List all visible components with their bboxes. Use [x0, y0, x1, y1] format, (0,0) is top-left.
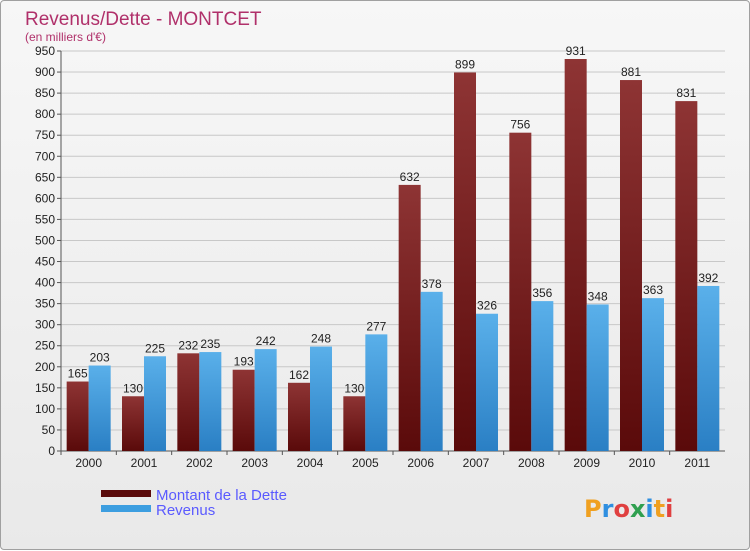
y-tick-label: 550 [35, 212, 55, 226]
bar-revenus [310, 346, 332, 451]
data-label: 130 [344, 381, 364, 395]
y-tick-label: 200 [35, 360, 55, 374]
y-tick-label: 100 [35, 402, 55, 416]
bar-revenus [88, 365, 111, 451]
legend-label-revenus: Revenus [156, 502, 215, 519]
data-label: 392 [698, 271, 718, 285]
y-tick-label: 650 [35, 170, 55, 184]
bar-revenus [642, 298, 664, 451]
bar-revenus [420, 291, 443, 451]
y-tick-label: 600 [35, 191, 55, 205]
data-label: 130 [123, 381, 143, 395]
grid [61, 50, 725, 452]
data-label: 248 [311, 332, 331, 346]
data-label: 232 [178, 338, 198, 352]
data-label: 931 [566, 44, 586, 58]
bar-revenus [254, 349, 277, 451]
data-label: 193 [234, 355, 254, 369]
y-axis: 0 50 100 150 200 250 300 350 400 450 500 550 600 650 7… [35, 44, 725, 458]
x-tick-label: 2005 [352, 456, 379, 470]
y-tick-label: 850 [35, 86, 55, 100]
chart-title: Revenus/Dette - MONTCET [25, 9, 262, 30]
bar-dette [177, 353, 200, 451]
x-tick-label: 2001 [131, 456, 158, 470]
legend-label-debt: Montant de la Dette [156, 487, 287, 504]
bar-dette [620, 80, 642, 451]
y-tick-label: 700 [35, 149, 55, 163]
x-tick-label: 2002 [186, 456, 213, 470]
x-tick-label: 2004 [297, 456, 324, 470]
data-label: 632 [400, 170, 420, 184]
x-tick-label: 2000 [75, 456, 102, 470]
y-tick-label: 400 [35, 276, 55, 290]
y-tick-label: 150 [35, 381, 55, 395]
x-tick-label: 2006 [407, 456, 434, 470]
x-tick-label: 2007 [463, 456, 490, 470]
bar-dette [564, 59, 587, 451]
data-label: 356 [532, 286, 552, 300]
y-tick-label: 800 [35, 107, 55, 121]
bar-dette [675, 101, 698, 452]
data-label: 363 [643, 283, 663, 297]
x-tick-label: 2008 [518, 456, 545, 470]
legend-swatch-debt [101, 490, 151, 497]
legend: Montant de la Dette Revenus [101, 487, 287, 519]
bar-dette [343, 396, 366, 451]
data-label: 165 [68, 367, 88, 381]
x-tick-label: 2009 [573, 456, 600, 470]
bar-revenus [531, 301, 554, 451]
data-label: 899 [455, 57, 475, 71]
bar-dette [232, 369, 255, 451]
data-label: 831 [676, 86, 696, 100]
y-tick-label: 0 [48, 444, 55, 458]
bar-dette [509, 132, 532, 451]
data-label: 235 [200, 337, 220, 351]
y-tick-label: 300 [35, 318, 55, 332]
x-tick-label: 2003 [241, 456, 268, 470]
bar-revenus [586, 304, 609, 451]
data-label: 277 [366, 319, 386, 333]
bar-dette [454, 72, 476, 451]
x-axis: 2000 2001 2002 2003 2004 2005 2006 2007 2008 2009… [60, 451, 711, 470]
data-label: 326 [477, 299, 497, 313]
bar-dette [66, 381, 89, 451]
x-tick-label: 2011 [684, 456, 710, 470]
bar-revenus [144, 356, 166, 451]
data-label: 203 [90, 351, 110, 365]
legend-swatch-revenus [101, 505, 151, 512]
bar-revenus [365, 334, 388, 451]
y-tick-label: 450 [35, 255, 55, 269]
logo-text: Proxiti [584, 495, 673, 523]
data-label: 348 [588, 289, 608, 303]
bar-dette [398, 184, 421, 452]
data-label: 378 [422, 277, 442, 291]
bar-revenus [697, 285, 720, 451]
chart-subtitle: (en milliers d'€) [25, 30, 106, 44]
data-label: 756 [510, 118, 530, 132]
data-label: 225 [145, 341, 165, 355]
bar-dette [288, 382, 310, 451]
y-tick-label: 900 [35, 65, 55, 79]
data-label: 242 [256, 334, 276, 348]
y-tick-label: 500 [35, 233, 55, 247]
data-label: 881 [621, 65, 641, 79]
proxiti-logo: Proxiti [584, 495, 673, 523]
y-tick-label: 250 [35, 339, 55, 353]
bar-revenus [199, 352, 222, 451]
y-tick-label: 950 [35, 44, 55, 58]
data-label: 162 [289, 368, 309, 382]
y-tick-label: 50 [42, 423, 56, 437]
bar-revenus [476, 313, 498, 451]
y-tick-label: 750 [35, 128, 55, 142]
x-tick-label: 2010 [629, 456, 656, 470]
y-tick-label: 350 [35, 297, 55, 311]
bar-dette [122, 396, 144, 451]
